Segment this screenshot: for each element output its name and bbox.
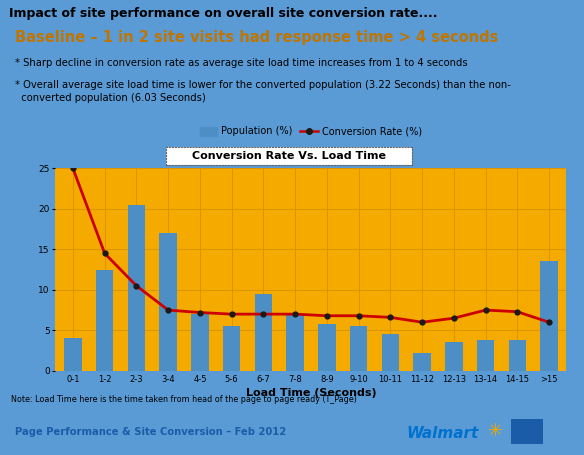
Text: Walmart: Walmart <box>406 426 478 440</box>
Text: Baseline – 1 in 2 site visits had response time > 4 seconds: Baseline – 1 in 2 site visits had respon… <box>15 30 498 45</box>
Bar <box>128 205 145 371</box>
Text: Conversion Rate Vs. Load Time: Conversion Rate Vs. Load Time <box>192 151 386 161</box>
Text: ✳: ✳ <box>488 422 503 440</box>
Bar <box>445 343 463 371</box>
X-axis label: Load Time (Seconds): Load Time (Seconds) <box>246 388 376 398</box>
Text: converted population (6.03 Seconds): converted population (6.03 Seconds) <box>15 93 206 103</box>
Legend: Population (%), Conversion Rate (%): Population (%), Conversion Rate (%) <box>196 122 426 141</box>
Bar <box>477 340 494 371</box>
Text: Page Performance & Site Conversion – Feb 2012: Page Performance & Site Conversion – Feb… <box>15 427 286 437</box>
Bar <box>64 339 82 371</box>
Bar <box>318 324 336 371</box>
Bar <box>223 326 241 371</box>
Bar <box>159 233 177 371</box>
Bar <box>413 353 431 371</box>
Text: * Overall average site load time is lower for the converted population (3.22 Sec: * Overall average site load time is lowe… <box>15 80 510 90</box>
Bar <box>286 314 304 371</box>
Bar <box>350 326 367 371</box>
Bar <box>381 334 399 371</box>
Bar <box>191 314 208 371</box>
Text: * Sharp decline in conversion rate as average site load time increases from 1 to: * Sharp decline in conversion rate as av… <box>15 58 467 68</box>
Bar <box>509 340 526 371</box>
Text: Note: Load Time here is the time taken from head of the page to page ready (T_Pa: Note: Load Time here is the time taken f… <box>11 394 356 404</box>
Bar <box>255 294 272 371</box>
Bar <box>540 262 558 371</box>
Text: Impact of site performance on overall site conversion rate....: Impact of site performance on overall si… <box>9 7 437 20</box>
Bar <box>96 269 113 371</box>
